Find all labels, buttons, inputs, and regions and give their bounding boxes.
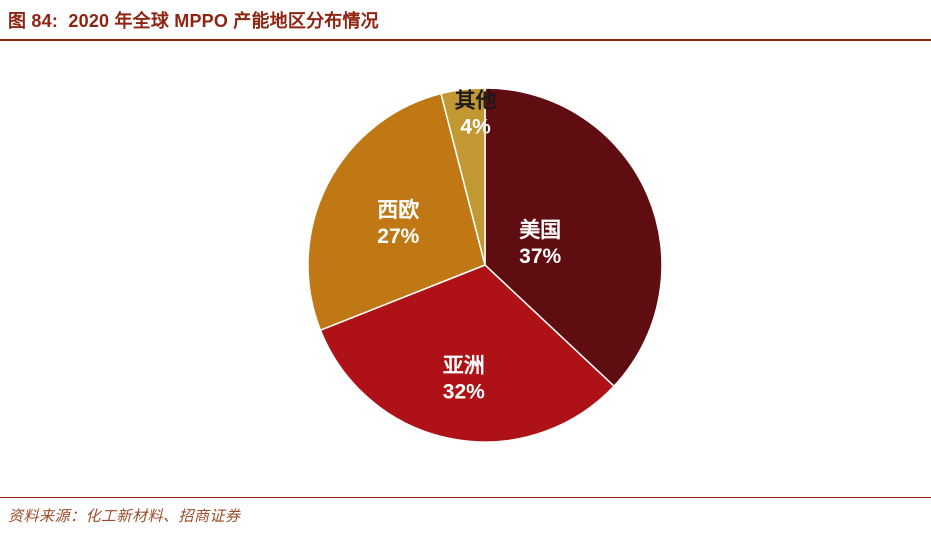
- slice-name-美国: 美国: [519, 218, 561, 242]
- source-attribution: 资料来源：化工新材料、招商证券: [8, 509, 241, 525]
- slice-name-亚洲: 亚洲: [443, 354, 485, 377]
- pie-slice-亚洲: [319, 264, 616, 443]
- figure-header: 图 84: 2020 年全球 MPPO 产能地区分布情况: [0, 0, 931, 41]
- slice-pct-其他: 4%: [460, 115, 491, 138]
- figure-title: 图 84: 2020 年全球 MPPO 产能地区分布情况: [8, 11, 379, 31]
- slice-name-其他: 其他: [455, 88, 497, 112]
- pie-slice-美国: [484, 87, 663, 388]
- pie-chart-svg: 美国 37% 亚洲 32% 西欧 27% 其他 4%: [307, 87, 663, 443]
- pie-slice-西欧: [307, 92, 486, 332]
- slice-pct-亚洲: 32%: [443, 380, 485, 403]
- slice-pct-西欧: 27%: [377, 225, 419, 248]
- footer-divider: [0, 497, 931, 498]
- slice-pct-美国: 37%: [519, 245, 561, 268]
- pie-slice-其他: [440, 87, 486, 266]
- slice-name-西欧: 西欧: [377, 198, 419, 222]
